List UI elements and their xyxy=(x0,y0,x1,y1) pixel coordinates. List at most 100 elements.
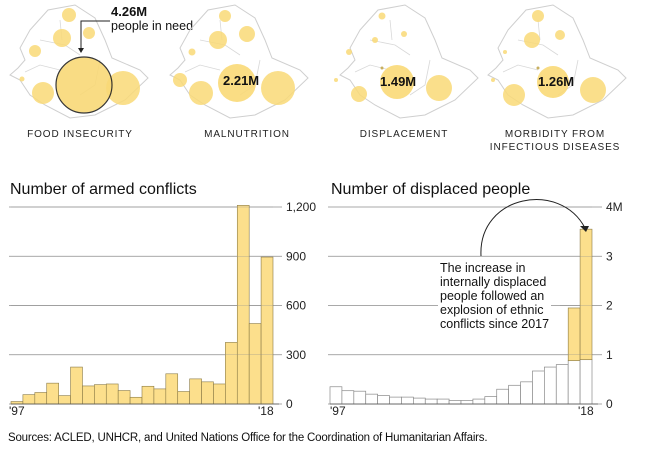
y-tick-label: 1 xyxy=(606,348,613,362)
arrow-head xyxy=(78,48,84,53)
bar-base xyxy=(460,400,474,405)
displaced-people-chart: 0 1 2 3 4M '97 '18 xyxy=(328,199,623,418)
y-tick-label: 900 xyxy=(286,249,306,263)
bubble xyxy=(580,77,606,103)
x-tick-label: '97 xyxy=(330,404,346,418)
bar-base xyxy=(413,397,426,405)
bubble xyxy=(62,8,76,22)
map-outline xyxy=(9,4,149,119)
annotation-line: explosion of ethnic xyxy=(440,303,544,317)
bar-base xyxy=(544,366,557,405)
bubble xyxy=(189,81,213,105)
x-tick-label: '18 xyxy=(578,404,594,418)
bubble xyxy=(503,84,525,106)
bar-base xyxy=(484,396,498,405)
annotation-arrow-head xyxy=(580,226,589,232)
bubble xyxy=(19,76,25,82)
annotation-line: The increase in xyxy=(440,261,526,275)
bubble xyxy=(188,48,196,56)
bubble xyxy=(378,12,386,20)
bubble-value: 1.26M xyxy=(538,74,575,89)
bubble xyxy=(32,82,54,104)
bubble-highlight xyxy=(537,66,569,98)
bubble xyxy=(106,71,140,105)
y-tick-label: 300 xyxy=(286,348,306,362)
map-outline xyxy=(339,4,479,119)
ethiopia-map-food-insecurity xyxy=(9,4,149,119)
bar-base xyxy=(401,396,414,405)
bar-idp xyxy=(579,228,593,360)
y-tick-label: 2 xyxy=(606,299,613,313)
map-label: DISPLACEMENT xyxy=(359,129,449,140)
bar-base xyxy=(508,384,521,405)
bar-base xyxy=(567,360,581,405)
x-tick-label: '18 xyxy=(258,404,274,418)
map-outline xyxy=(169,4,309,119)
bar-base xyxy=(329,386,343,405)
chart-title-displaced-people: Number of displaced people xyxy=(331,181,531,198)
bar-base xyxy=(555,364,569,405)
bar-base xyxy=(532,370,545,405)
ethiopia-map-malnutrition xyxy=(169,4,309,119)
y-tick-label: 4M xyxy=(606,200,623,214)
bubble xyxy=(261,71,295,105)
y-tick-label: 1,200 xyxy=(286,200,316,214)
bubble xyxy=(491,78,495,82)
bar-base xyxy=(436,398,450,405)
bubble xyxy=(372,37,378,43)
map-malnutrition: 2.21M MALNUTRITION xyxy=(160,0,310,160)
map-label: FOOD INSECURITY xyxy=(27,129,133,140)
y-tick-label: 0 xyxy=(286,397,293,411)
sources-note: Sources: ACLED, UNHCR, and United Nation… xyxy=(8,432,488,444)
chart-annotation: The increase in internally displaced peo… xyxy=(438,261,552,331)
annotation-arrow xyxy=(480,199,586,257)
bubble xyxy=(29,45,41,57)
y-tick-label: 600 xyxy=(286,299,306,313)
bubble xyxy=(503,50,507,54)
callout-arrow xyxy=(80,20,110,50)
map-food-insecurity: 4.26M people in need FOOD INSECURITY xyxy=(0,0,193,160)
map-label: MORBIDITY FROM INFECTIOUS DISEASES xyxy=(475,128,635,154)
bar-base xyxy=(496,388,509,405)
y-tick-label: 3 xyxy=(606,249,613,263)
bubble xyxy=(401,31,407,37)
bar-idp xyxy=(567,307,581,361)
annotation-line: internally displaced xyxy=(440,275,547,289)
bar-base xyxy=(520,381,533,405)
bubble-highlight xyxy=(380,65,414,99)
map-outline xyxy=(487,4,627,119)
bubble xyxy=(219,10,231,22)
bubble xyxy=(351,86,367,102)
bar-base xyxy=(377,395,390,405)
map-label-line: INFECTIOUS DISEASES xyxy=(489,142,621,153)
map-morbidity: 1.26M MORBIDITY FROM INFECTIOUS DISEASES xyxy=(478,0,628,160)
bubble xyxy=(53,29,71,47)
map-label-line: MORBIDITY FROM xyxy=(504,129,606,140)
x-tick-label: '97 xyxy=(9,404,25,418)
callout-value: 4.26M xyxy=(111,4,148,19)
bubble xyxy=(532,10,544,22)
ethiopia-map-displacement xyxy=(334,4,479,119)
bubble xyxy=(536,66,540,70)
bar-base xyxy=(341,390,355,405)
map-displacement: 1.49M DISPLACEMENT xyxy=(330,0,480,160)
bar-base xyxy=(365,393,378,405)
annotation-line: conflicts since 2017 xyxy=(440,317,550,331)
bar-base xyxy=(448,400,462,405)
bubble xyxy=(239,26,255,42)
bubble xyxy=(83,27,95,39)
bubble xyxy=(380,66,384,70)
bubble xyxy=(346,49,352,55)
bubble-highlight xyxy=(55,56,113,114)
bubble xyxy=(555,30,565,40)
bubble xyxy=(173,73,187,87)
chart-title-armed-conflicts: Number of armed conflicts xyxy=(10,181,197,198)
map-label: MALNUTRITION xyxy=(204,129,290,140)
bubble xyxy=(524,32,540,48)
bubble-value: 1.49M xyxy=(380,74,417,89)
bubble-highlight xyxy=(218,64,256,102)
bar-base xyxy=(579,359,593,405)
annotation-line: people followed an xyxy=(440,289,545,303)
bar-base xyxy=(389,396,402,405)
bar-base xyxy=(353,390,367,405)
